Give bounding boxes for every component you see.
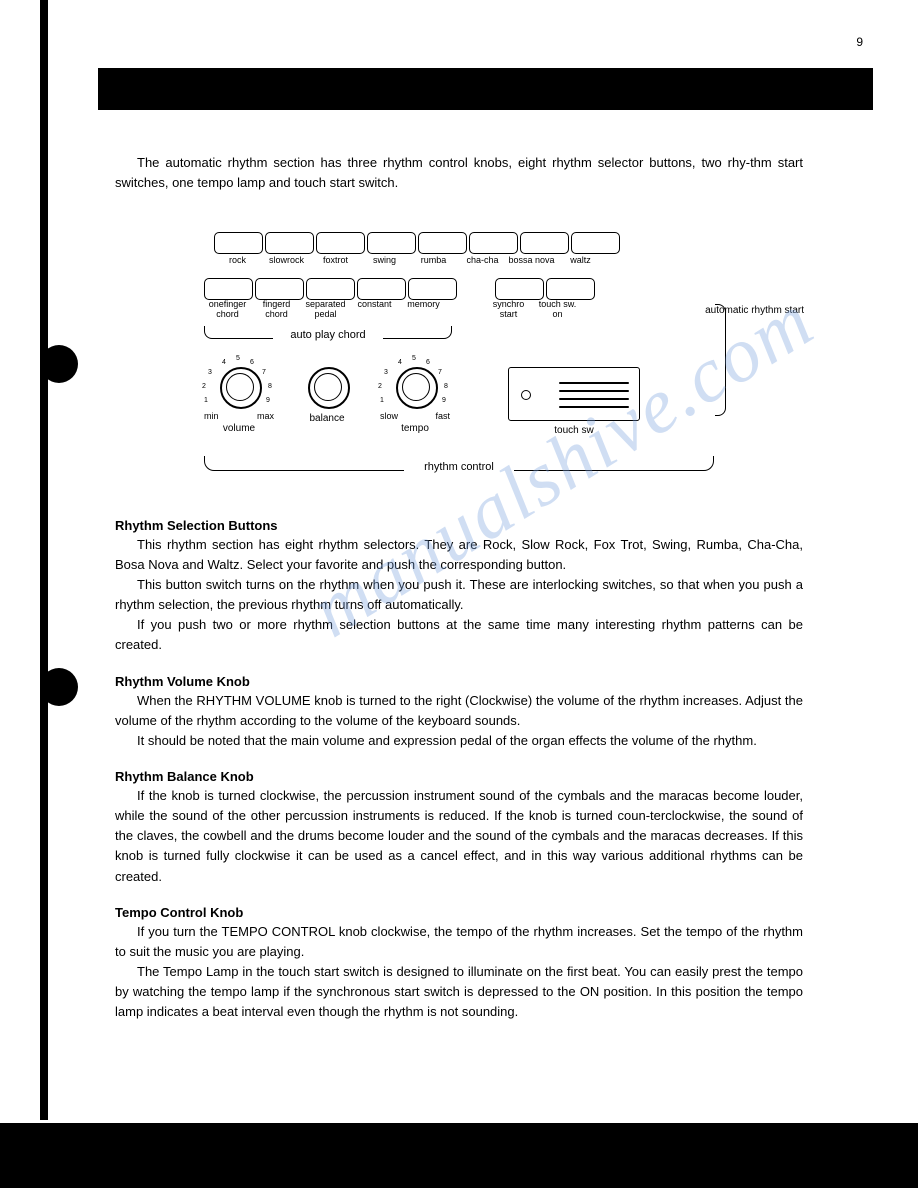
touch-sw-group: touch sw: [508, 359, 640, 436]
vol-name: volume: [204, 423, 274, 434]
scan-edge: [40, 0, 48, 1120]
touch-sw-box: [508, 367, 640, 421]
btn-foxtrot: [316, 232, 365, 254]
tick-4: 4: [222, 359, 226, 366]
btn-rock: [214, 232, 263, 254]
page-number: 9: [856, 35, 863, 49]
ttick-9: 9: [442, 397, 446, 404]
btn-waltz: [571, 232, 620, 254]
tick-2: 2: [202, 383, 206, 390]
tick-8: 8: [268, 383, 272, 390]
ttick-4: 4: [398, 359, 402, 366]
heading-tempo-knob: Tempo Control Knob: [115, 905, 803, 920]
lbl-swing: swing: [361, 256, 408, 266]
punch-hole-1: [40, 345, 78, 383]
btn-chacha: [469, 232, 518, 254]
btn-bossanova: [520, 232, 569, 254]
ttick-5: 5: [412, 355, 416, 362]
btn-rumba: [418, 232, 467, 254]
lbl-constant: constant: [351, 300, 398, 320]
ttick-6: 6: [426, 359, 430, 366]
p-3-0: If you turn the TEMPO CONTROL knob clock…: [115, 922, 803, 962]
lbl-synchro: synchro start: [485, 300, 532, 320]
p-0-0: This rhythm section has eight rhythm sel…: [115, 535, 803, 575]
volume-knob: [220, 367, 262, 409]
tick-5: 5: [236, 355, 240, 362]
ttick-7: 7: [438, 369, 442, 376]
page-content: The automatic rhythm section has three r…: [115, 140, 803, 1022]
tempo-lamp-icon: [521, 390, 531, 400]
btn-touchsw: [546, 278, 595, 300]
rhythm-control-label: rhythm control: [404, 461, 514, 473]
lbl-chacha: cha-cha: [459, 256, 506, 266]
btn-onefinger: [204, 278, 253, 300]
heading-volume-knob: Rhythm Volume Knob: [115, 674, 803, 689]
btn-seppedal: [306, 278, 355, 300]
rhythm-selector-row: [214, 232, 714, 254]
tempo-slow: slow: [380, 411, 398, 421]
tempo-fast: fast: [435, 411, 450, 421]
tempo-knob-group: 1 2 3 4 5 6 7 8 9 slow fast: [380, 359, 450, 434]
header-bar: [98, 68, 873, 110]
ttick-3: 3: [384, 369, 388, 376]
lbl-onefinger: onefinger chord: [204, 300, 251, 320]
row2-labels: onefinger chord fingerd chord separated …: [204, 300, 714, 320]
vol-max: max: [257, 411, 274, 421]
intro-text: The automatic rhythm section has three r…: [115, 153, 803, 192]
heading-rhythm-selection: Rhythm Selection Buttons: [115, 518, 803, 533]
tick-6: 6: [250, 359, 254, 366]
row2-buttons: [204, 278, 714, 300]
rhythm-selector-labels: rock slowrock foxtrot swing rumba cha-ch…: [214, 256, 714, 266]
scan-bottom-bar: [0, 1123, 918, 1188]
apc-label: auto play chord: [273, 329, 383, 341]
p-1-1: It should be noted that the main volume …: [115, 731, 803, 751]
tempo-name: tempo: [380, 423, 450, 434]
p-2-0: If the knob is turned clockwise, the per…: [115, 786, 803, 887]
lbl-rumba: rumba: [410, 256, 457, 266]
auto-rhythm-bracket: [715, 304, 726, 416]
touch-sw-slots: [559, 376, 629, 414]
p-0-2: If you push two or more rhythm selection…: [115, 615, 803, 655]
control-panel-diagram: rock slowrock foxtrot swing rumba cha-ch…: [204, 232, 714, 473]
balance-knob: [308, 367, 350, 409]
p-1-0: When the RHYTHM VOLUME knob is turned to…: [115, 691, 803, 731]
lbl-memory: memory: [400, 300, 447, 320]
volume-knob-group: 1 2 3 4 5 6 7 8 9 min max: [204, 359, 274, 434]
tempo-knob: [396, 367, 438, 409]
manual-page: 9 The automatic rhythm section has three…: [0, 0, 918, 1188]
bal-name: balance: [292, 413, 362, 424]
tick-3: 3: [208, 369, 212, 376]
p-3-1: The Tempo Lamp in the touch start switch…: [115, 962, 803, 1022]
touch-sw-label: touch sw: [508, 425, 640, 436]
ttick-1: 1: [380, 397, 384, 404]
punch-hole-2: [40, 668, 78, 706]
btn-memory: [408, 278, 457, 300]
btn-constant: [357, 278, 406, 300]
btn-synchro: [495, 278, 544, 300]
knobs-row: 1 2 3 4 5 6 7 8 9 min max: [204, 359, 714, 436]
p-0-1: This button switch turns on the rhythm w…: [115, 575, 803, 615]
btn-swing: [367, 232, 416, 254]
apc-bracket-wrap: auto play chord: [204, 326, 452, 341]
heading-balance-knob: Rhythm Balance Knob: [115, 769, 803, 784]
btn-fingerd: [255, 278, 304, 300]
lbl-touchsw: touch sw. on: [534, 300, 581, 320]
balance-knob-group: balance: [292, 359, 362, 424]
lbl-waltz: waltz: [557, 256, 604, 266]
tick-9: 9: [266, 397, 270, 404]
lbl-bossanova: bossa nova: [508, 256, 555, 266]
lbl-foxtrot: foxtrot: [312, 256, 359, 266]
lbl-seppedal: separated pedal: [302, 300, 349, 320]
ttick-8: 8: [444, 383, 448, 390]
btn-slowrock: [265, 232, 314, 254]
lbl-rock: rock: [214, 256, 261, 266]
tick-1: 1: [204, 397, 208, 404]
vol-min: min: [204, 411, 219, 421]
tick-7: 7: [262, 369, 266, 376]
lbl-slowrock: slowrock: [263, 256, 310, 266]
lbl-fingerd: fingerd chord: [253, 300, 300, 320]
ttick-2: 2: [378, 383, 382, 390]
